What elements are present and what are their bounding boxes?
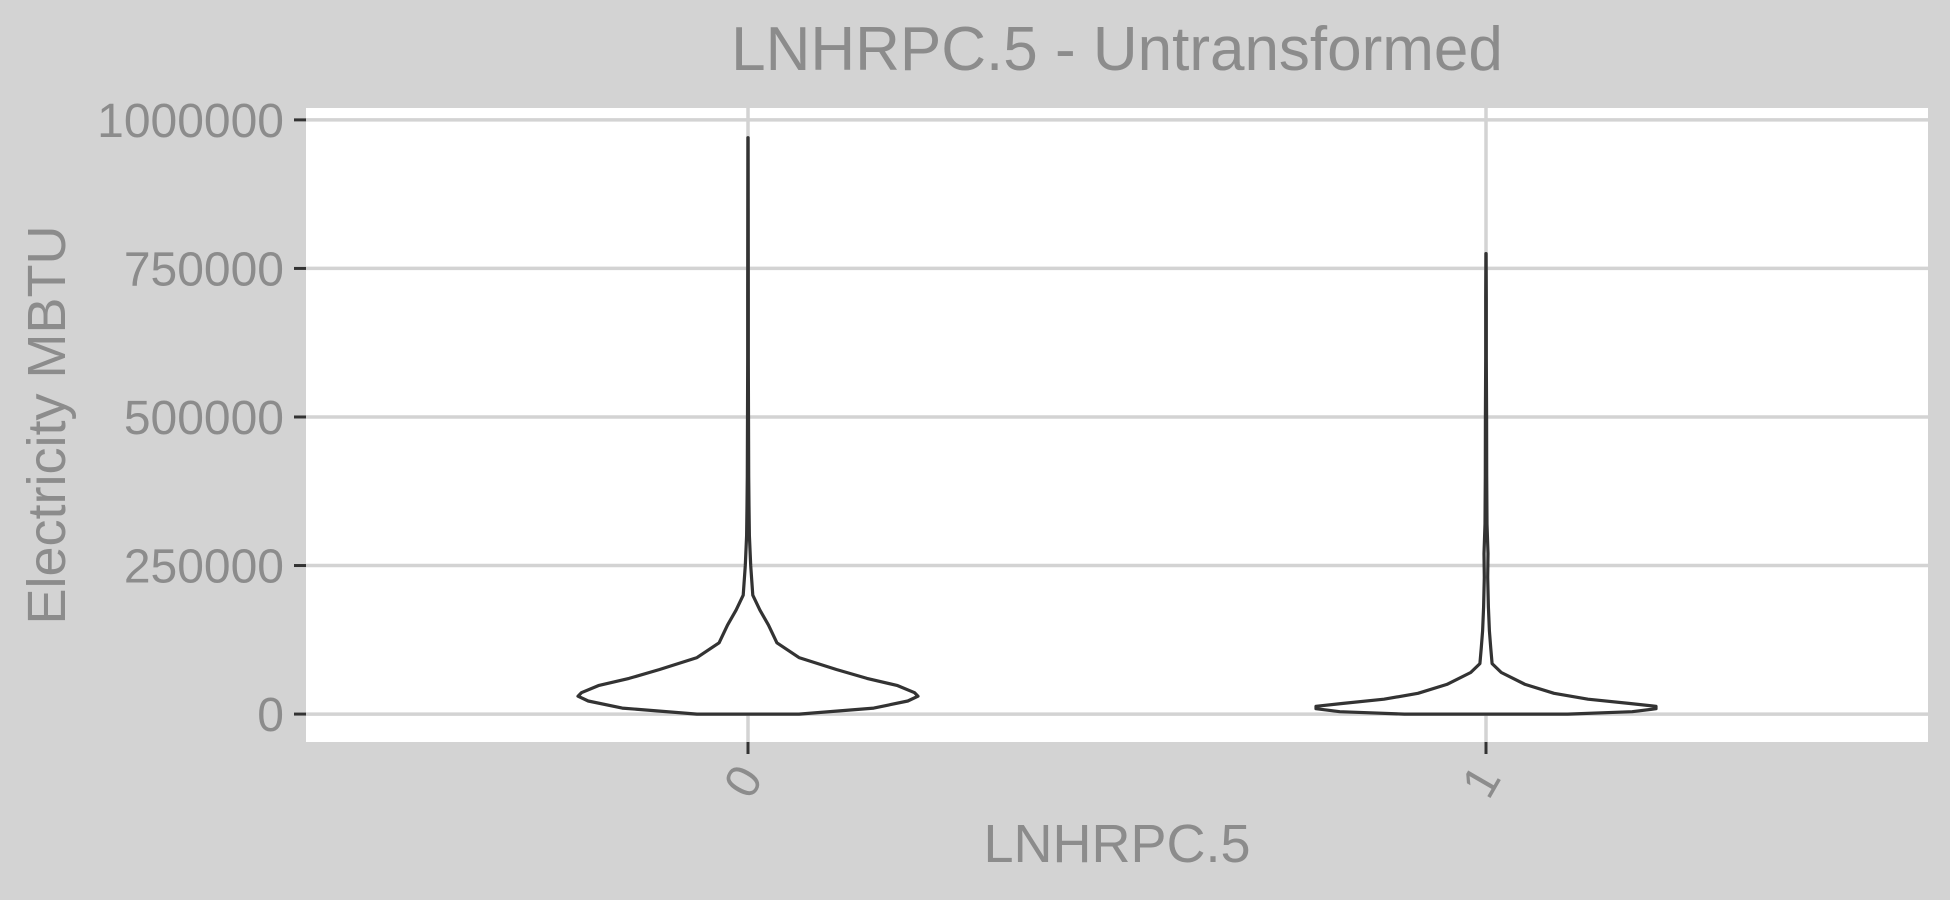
y-tick-label: 0: [257, 689, 284, 742]
y-axis-title: Electricity MBTU: [17, 225, 77, 624]
violin-category-0: [576, 136, 920, 716]
violin-category-1: [1314, 252, 1658, 716]
y-tick-label: 750000: [124, 243, 284, 296]
chart-title: LNHRPC.5 - Untransformed: [731, 15, 1503, 84]
y-tick-label: 250000: [124, 541, 284, 594]
violins: [576, 136, 1658, 716]
x-axis-title: LNHRPC.5: [983, 814, 1250, 874]
y-tick-label: 1000000: [97, 95, 284, 148]
panel-background: [306, 108, 1928, 742]
y-tick-label: 500000: [124, 392, 284, 445]
